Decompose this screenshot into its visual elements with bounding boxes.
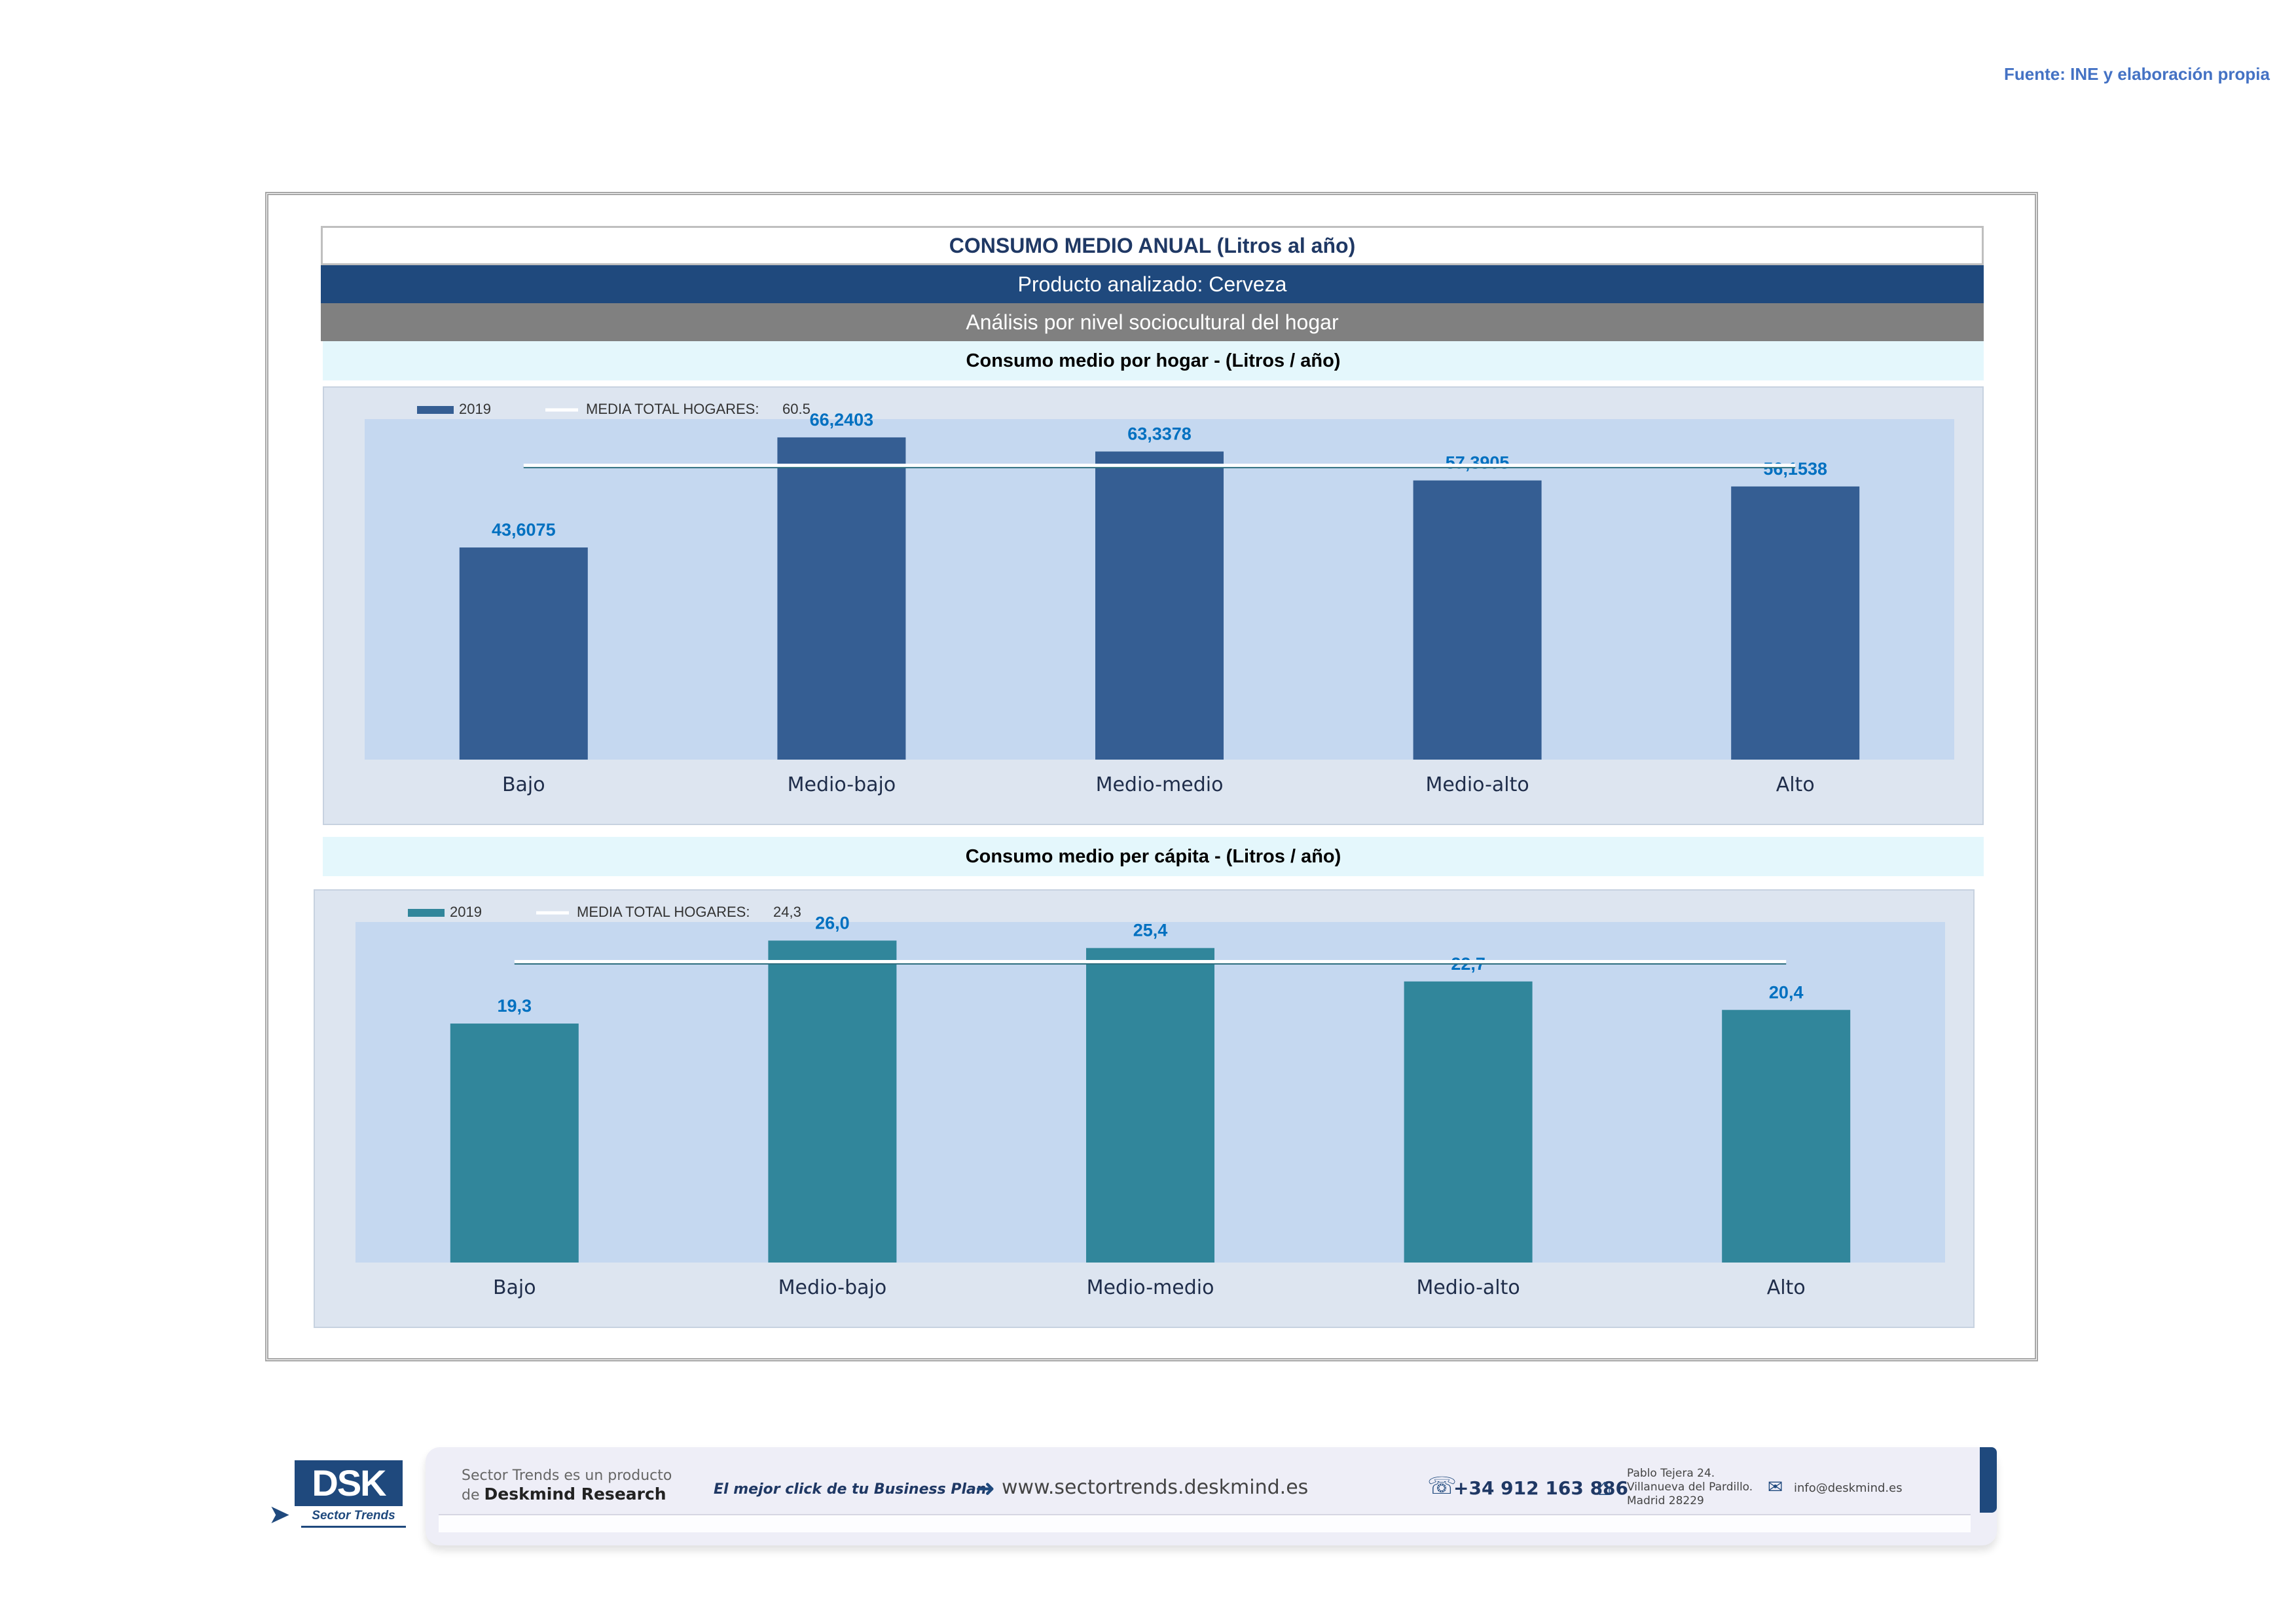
bar-alto: [1731, 486, 1860, 760]
banner-edge: [1980, 1447, 1997, 1513]
contact-banner: Sector Trends es un producto de Deskmind…: [426, 1447, 1997, 1545]
data-label-bajo: 43,6075: [492, 520, 556, 540]
x-tick-medio-alto: Medio-alto: [1425, 773, 1529, 796]
footer: DSK Sector Trends ➤ Sector Trends es un …: [262, 1441, 2030, 1559]
analysis-banner: Análisis por nivel sociocultural del hog…: [321, 303, 1984, 341]
legend-label-2019: 2019: [450, 904, 482, 920]
logo-subtitle: Sector Trends: [301, 1509, 406, 1528]
x-tick-bajo: Bajo: [493, 1276, 536, 1299]
website-link[interactable]: www.sectortrends.deskmind.es: [1002, 1476, 1309, 1499]
legend-value-media: 24,3: [773, 904, 801, 920]
x-tick-bajo: Bajo: [502, 773, 545, 796]
address-line2: Villanueva del Pardillo.: [1627, 1481, 1753, 1494]
data-label-alto: 20,4: [1769, 982, 1804, 1002]
legend-swatch-2019: [417, 406, 454, 414]
bar-medio-alto: [1404, 981, 1533, 1263]
x-tick-medio-bajo: Medio-bajo: [788, 773, 896, 796]
x-tick-medio-medio: Medio-medio: [1087, 1276, 1214, 1299]
legend-label-media: MEDIA TOTAL HOGARES:: [577, 904, 750, 920]
tagline-line2: de: [462, 1487, 484, 1504]
x-tick-medio-medio: Medio-medio: [1096, 773, 1224, 796]
bar-bajo: [459, 547, 588, 760]
bar-medio-bajo: [768, 940, 897, 1263]
product-tagline: Sector Trends es un producto de Deskmind…: [462, 1467, 672, 1505]
x-tick-alto: Alto: [1767, 1276, 1806, 1299]
bar-bajo: [450, 1024, 579, 1263]
slogan: El mejor click de tu Business Plan: [714, 1481, 987, 1498]
x-tick-medio-bajo: Medio-bajo: [778, 1276, 887, 1299]
phone-icon: ☏: [1427, 1472, 1457, 1499]
legend-label-2019: 2019: [459, 401, 491, 417]
logo-text: DSK: [295, 1460, 403, 1506]
household-consumption-chart: 2019 MEDIA TOTAL HOGARES: 60.5 43,6075 Bajo 6…: [323, 386, 1984, 825]
source-note: Fuente: INE y elaboración propia: [2004, 64, 2270, 84]
data-label-bajo: 19,3: [498, 996, 532, 1016]
x-tick-alto: Alto: [1776, 773, 1815, 796]
bar-medio-medio: [1095, 451, 1224, 760]
arrow-right-icon: ➜: [975, 1475, 996, 1502]
data-label-medio-medio: 63,3378: [1127, 424, 1192, 443]
bar-alto: [1722, 1010, 1851, 1263]
page-title: CONSUMO MEDIO ANUAL (Litros al año): [321, 226, 1984, 265]
cursor-icon: ➤: [268, 1500, 291, 1529]
tagline-line1: Sector Trends es un producto: [462, 1467, 672, 1484]
chart2-title: Consumo medio per cápita - (Litros / año…: [323, 837, 1984, 876]
bar-medio-alto: [1413, 480, 1542, 760]
deskmind-logo: DSK Sector Trends ➤: [268, 1460, 406, 1529]
bar-medio-medio: [1086, 948, 1214, 1263]
per-capita-consumption-chart: 2019 MEDIA TOTAL HOGARES: 24,3 19,3 Bajo 26,0…: [314, 889, 1975, 1328]
legend-swatch-2019: [408, 909, 445, 917]
chart1-title: Consumo medio por hogar - (Litros / año): [323, 341, 1984, 380]
bar-medio-bajo: [777, 437, 906, 760]
address-line3: Madrid 28229: [1627, 1494, 1704, 1507]
data-label-medio-bajo: 66,2403: [810, 410, 874, 430]
banner-bar: [439, 1514, 1971, 1532]
mail-icon: ✉: [1768, 1477, 1783, 1497]
phone-number[interactable]: +34 912 163 886: [1453, 1477, 1629, 1499]
address-line1: Pablo Tejera 24.: [1627, 1467, 1715, 1480]
data-label-medio-bajo: 26,0: [815, 913, 850, 932]
legend-label-media: MEDIA TOTAL HOGARES:: [586, 401, 759, 417]
brand-name: Deskmind Research: [484, 1485, 666, 1504]
data-label-medio-medio: 25,4: [1133, 921, 1168, 940]
home-icon: ⌂: [1597, 1473, 1612, 1500]
legend-value-media: 60.5: [782, 401, 811, 417]
address: Pablo Tejera 24. Villanueva del Pardillo…: [1627, 1467, 1753, 1508]
product-banner: Producto analizado: Cerveza: [321, 265, 1984, 303]
data-label-alto: 56,1538: [1763, 459, 1827, 479]
x-tick-medio-alto: Medio-alto: [1416, 1276, 1520, 1299]
data-label-medio-alto: 57,3905: [1446, 453, 1510, 473]
email-link[interactable]: info@deskmind.es: [1794, 1481, 1903, 1495]
